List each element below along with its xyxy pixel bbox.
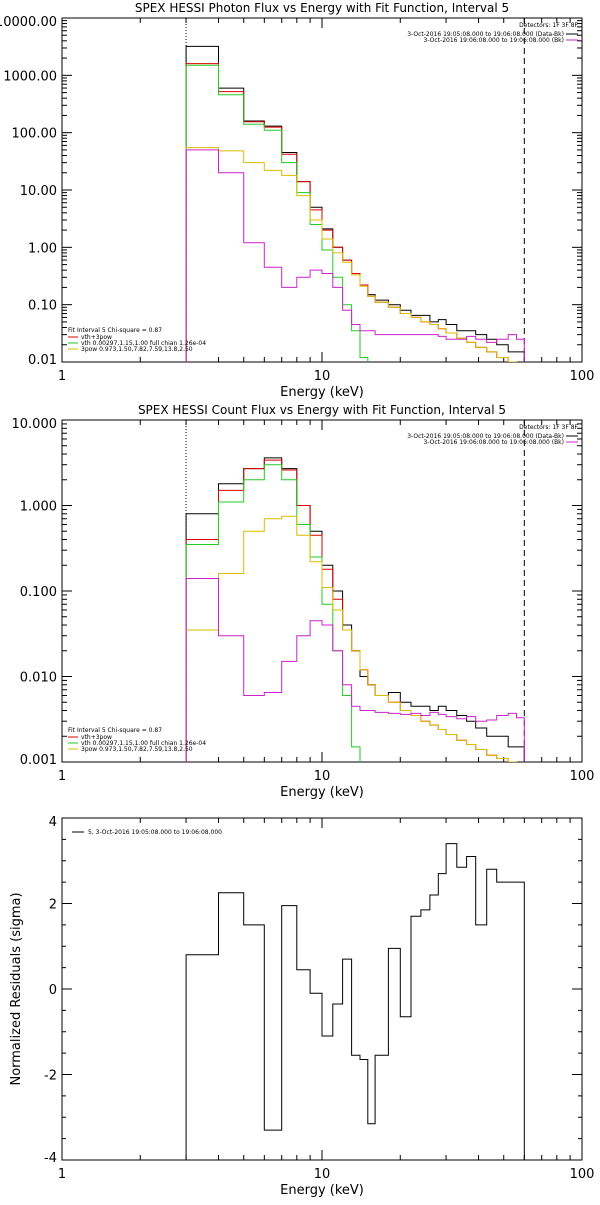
series-line-3 (185, 64, 369, 362)
legend-entry-label: 3-Oct-2016 19:06:08.000 to 19:06:08.000 … (424, 37, 565, 44)
series-line-3 (185, 464, 361, 762)
x-tick-label: 10 (314, 769, 331, 784)
legend-header: Detectors: 1F 3F 8F (519, 22, 578, 29)
series-group (185, 457, 525, 762)
legend-bottom: Fit Interval 5 Chi-square = 0.87vth+3pow… (68, 327, 206, 353)
legend-entry-label: 5, 3-Oct-2016 19:05:08.000 to 19:06:08.0… (88, 829, 222, 836)
y-tick-label: 0.10 (28, 299, 57, 314)
x-tick-label: 10 (314, 1167, 331, 1182)
y-axis: 0.001 0.010 0.100 1.000 10.000 (12, 417, 582, 768)
x-axis: 1 10 100 Energy (keV) (58, 818, 595, 1198)
y-tick-label: 10000.00 (0, 15, 57, 30)
legend-header: Detectors: 1F 3F 8F (519, 424, 578, 431)
y-tick-label: 0.01 (28, 353, 57, 368)
y-tick-label: 0.010 (20, 671, 57, 686)
x-tick-label: 100 (570, 369, 595, 384)
x-tick-label: 1 (58, 369, 66, 384)
x-axis: 1 10 100 Energy (keV) (58, 420, 595, 800)
legend-entry-label: 3pow 0.973,1.50,7.82,7.59,13.8,2.50 (81, 346, 193, 353)
legend-entry-label: vth 0.00297,1.15,1.00 full chian 1.26e-0… (81, 340, 206, 347)
x-tick-label: 10 (314, 369, 331, 384)
legend-entry-label: 3-Oct-2016 19:06:08.000 to 19:06:08.000 … (424, 439, 565, 446)
x-tick-label: 100 (570, 769, 595, 784)
legend-header: Fit Interval 5 Chi-square = 0.87 (68, 327, 162, 334)
y-tick-label: -4 (44, 1151, 57, 1166)
y-axis: -4 -2 0 2 4 Normalized Residuals (sigma) (9, 815, 582, 1166)
series-line-5 (185, 149, 525, 362)
plot-frame (61, 817, 583, 1161)
y-tick-label: 1.00 (28, 241, 57, 256)
x-tick-label: 1 (58, 1167, 66, 1182)
legend-entry-label: 3-Oct-2016 19:05:08.000 to 19:06:08.000 … (407, 31, 564, 38)
x-tick-label: 100 (570, 1167, 595, 1182)
legend-entry-label: 3-Oct-2016 19:05:08.000 to 19:06:08.000 … (407, 433, 564, 440)
series-line-5 (185, 578, 525, 762)
series-line-1 (185, 457, 525, 762)
legend-entry-label: vth+3pow (81, 734, 112, 741)
y-tick-label: 10.00 (20, 184, 57, 199)
series-line-1 (185, 843, 525, 1160)
series-line-4 (185, 515, 517, 762)
y-tick-label: 1000.00 (3, 69, 57, 84)
panel-2: SPEX HESSI Count Flux vs Energy with Fit… (12, 403, 595, 800)
y-tick-label: 100.00 (12, 127, 58, 142)
chart-title: SPEX HESSI Photon Flux vs Energy with Fi… (135, 1, 509, 15)
legend-entry-label: 3pow 0.973,1.50,7.82,7.59,13.8,2.50 (81, 746, 193, 753)
series-group (185, 45, 525, 362)
chart-title: SPEX HESSI Count Flux vs Energy with Fit… (138, 403, 506, 417)
x-tick-label: 1 (58, 769, 66, 784)
y-tick-label: 2 (49, 898, 57, 913)
legend-entry-label: vth+3pow (81, 334, 112, 341)
x-axis-label: Energy (keV) (280, 1183, 364, 1198)
y-tick-label: 0 (49, 983, 57, 998)
y-tick-label: 4 (49, 815, 57, 830)
legend-bottom: Fit Interval 5 Chi-square = 0.87vth+3pow… (68, 727, 206, 753)
series-line-4 (185, 147, 517, 362)
y-tick-label: 0.100 (20, 585, 57, 600)
x-axis: 1 10 100 Energy (keV) (58, 18, 595, 400)
x-axis-label: Energy (keV) (280, 385, 364, 400)
y-tick-label: 10.000 (12, 417, 58, 432)
series-line-2 (185, 63, 517, 362)
y-tick-label: 0.001 (20, 753, 57, 768)
legend-entry-label: vth 0.00297,1.15,1.00 full chian 1.26e-0… (81, 740, 206, 747)
series-group (185, 843, 525, 1160)
plot-frame (61, 17, 583, 363)
y-tick-label: 1.000 (20, 500, 57, 515)
x-axis-label: Energy (keV) (280, 785, 364, 800)
legend-top: Detectors: 1F 3F 8F 3-Oct-2016 19:05:08.0… (407, 424, 578, 446)
panel-3: 1 10 100 Energy (keV) -4 -2 0 2 4 Normalized Resi… (9, 815, 594, 1198)
legend-header: Fit Interval 5 Chi-square = 0.87 (68, 727, 162, 734)
legend-top: Detectors: 1F 3F 8F 3-Oct-2016 19:05:08.0… (407, 22, 578, 44)
y-tick-label: -2 (44, 1069, 57, 1084)
legend: 5, 3-Oct-2016 19:05:08.000 to 19:06:08.0… (72, 829, 222, 836)
y-axis-label: Normalized Residuals (sigma) (9, 892, 24, 1085)
panel-1: SPEX HESSI Photon Flux vs Energy with Fi… (0, 1, 595, 400)
y-axis: 0.01 0.10 1.00 10.00 100.00 1000.00 10000.00 (0, 15, 582, 368)
